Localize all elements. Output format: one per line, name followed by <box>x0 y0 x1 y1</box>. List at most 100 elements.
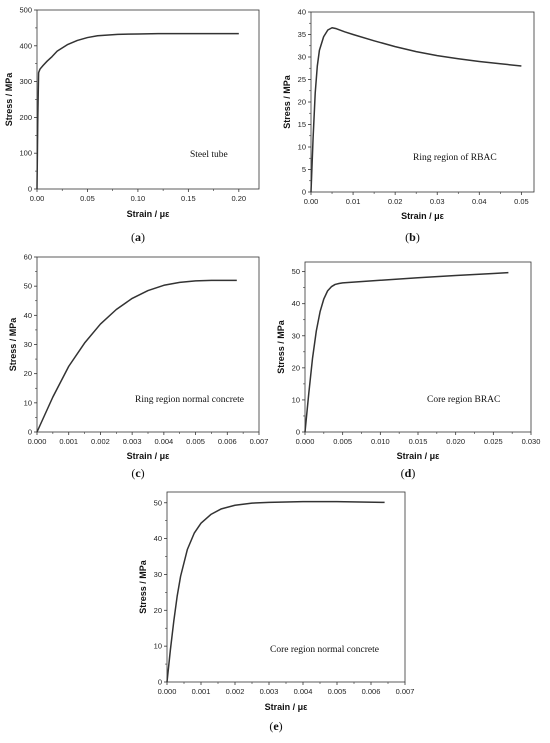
x-tick-label: 0.03 <box>430 197 445 206</box>
y-tick-label: 0 <box>28 185 32 194</box>
y-tick-label: 50 <box>154 498 162 507</box>
x-tick-label: 0.001 <box>59 437 78 446</box>
x-tick-label: 0.003 <box>123 437 142 446</box>
y-axis-label: Stress / MPa <box>138 559 148 614</box>
x-axis-label: Strain / με <box>401 211 445 221</box>
x-tick-label: 0.006 <box>218 437 237 446</box>
y-tick-label: 200 <box>19 113 32 122</box>
x-tick-label: 0.15 <box>181 194 196 203</box>
stress-strain-curve <box>166 500 385 683</box>
y-tick-label: 10 <box>24 398 32 407</box>
y-axis-label: Stress / MPa <box>282 74 292 129</box>
y-tick-label: 20 <box>24 369 32 378</box>
x-tick-label: 0.007 <box>250 437 269 446</box>
stress-strain-curve <box>36 32 239 190</box>
x-tick-label: 0.015 <box>409 437 428 446</box>
y-tick-label: 15 <box>298 120 306 129</box>
stress-strain-curve <box>304 271 509 433</box>
y-tick-label: 30 <box>154 570 162 579</box>
x-tick-label: 0.025 <box>484 437 503 446</box>
stress-strain-curve <box>36 279 237 433</box>
curve-annotation: Core region normal concrete <box>270 645 379 655</box>
chart-panel-b: 0.00 0.01 0.02 0.03 0.04 0.05 0 5 10 15 20 25 30 35 40… <box>282 8 535 244</box>
plot-frame <box>36 256 260 433</box>
x-tick-label: 0.001 <box>192 687 211 696</box>
y-tick-label: 20 <box>298 98 306 107</box>
panel-label: (c) <box>131 466 144 480</box>
x-tick-label: 0.04 <box>472 197 487 206</box>
x-tick-label: 0.010 <box>371 437 390 446</box>
x-tick-label: 0.005 <box>333 437 352 446</box>
panel-label: (d) <box>401 466 416 480</box>
y-tick-label: 30 <box>298 53 306 62</box>
x-tick-label: 0.030 <box>522 437 541 446</box>
curve-annotation: Ring region of RBAC <box>413 152 497 163</box>
chart-panel-c: 0.000 0.001 0.002 0.003 0.004 0.005 0.006 0.007… <box>8 253 268 481</box>
y-tick-label: 25 <box>298 75 306 84</box>
x-tick-label: 0.10 <box>131 194 146 203</box>
y-tick-label: 10 <box>292 395 300 404</box>
x-tick-label: 0.005 <box>186 437 205 446</box>
y-tick-label: 30 <box>292 331 300 340</box>
y-tick-label: 40 <box>154 534 162 543</box>
y-tick-label: 40 <box>298 8 306 17</box>
chart-panel-a: 0.00 0.05 0.10 0.15 0.20 0 100 200 300 400 500 Stee… <box>4 6 260 244</box>
y-tick-label: 40 <box>24 311 32 320</box>
y-tick-label: 0 <box>302 188 306 197</box>
curve-annotation: Steel tube <box>190 150 228 160</box>
x-axis-label: Strain / με <box>127 209 171 219</box>
x-tick-label: 0.00 <box>304 197 319 206</box>
y-tick-label: 50 <box>292 267 300 276</box>
y-tick-label: 50 <box>24 282 32 291</box>
x-tick-label: 0.02 <box>388 197 403 206</box>
y-tick-label: 20 <box>292 363 300 372</box>
x-tick-label: 0.05 <box>80 194 95 203</box>
plot-frame <box>310 11 535 193</box>
x-tick-label: 0.002 <box>91 437 110 446</box>
x-tick-label: 0.05 <box>514 197 529 206</box>
x-tick-label: 0.20 <box>232 194 247 203</box>
panel-label: (b) <box>405 230 420 244</box>
y-tick-label: 0 <box>158 678 162 687</box>
y-axis-label: Stress / MPa <box>4 72 14 127</box>
y-axis-label: Stress / MPa <box>8 317 18 372</box>
x-axis-label: Strain / με <box>397 451 441 461</box>
x-tick-label: 0.005 <box>328 687 347 696</box>
x-tick-label: 0.000 <box>158 687 177 696</box>
x-axis-label: Strain / με <box>127 451 171 461</box>
y-tick-label: 400 <box>19 41 32 50</box>
y-tick-label: 20 <box>154 606 162 615</box>
panel-label: (a) <box>131 230 145 244</box>
curve-annotation: Ring region normal concrete <box>135 395 244 405</box>
y-tick-label: 30 <box>24 340 32 349</box>
y-tick-label: 0 <box>296 428 300 437</box>
x-tick-label: 0.000 <box>296 437 315 446</box>
y-tick-label: 60 <box>24 253 32 262</box>
y-tick-label: 10 <box>298 143 306 152</box>
y-tick-label: 300 <box>19 77 32 86</box>
x-tick-label: 0.006 <box>362 687 381 696</box>
x-tick-label: 0.004 <box>294 687 313 696</box>
y-tick-label: 10 <box>154 642 162 651</box>
x-axis-label: Strain / με <box>265 702 309 712</box>
y-tick-label: 500 <box>19 6 32 15</box>
x-tick-label: 0.01 <box>346 197 361 206</box>
plot-frame <box>36 9 260 190</box>
x-tick-label: 0.007 <box>396 687 415 696</box>
x-tick-label: 0.00 <box>30 194 45 203</box>
x-tick-label: 0.004 <box>154 437 173 446</box>
x-tick-label: 0.000 <box>28 437 47 446</box>
x-tick-label: 0.020 <box>446 437 465 446</box>
chart-panel-e: 0.000 0.001 0.002 0.003 0.004 0.005 0.006 0.007… <box>138 491 415 733</box>
curve-annotation: Core region BRAC <box>427 395 500 405</box>
y-tick-label: 5 <box>302 165 306 174</box>
y-tick-label: 100 <box>19 149 32 158</box>
plot-frame <box>304 261 532 433</box>
chart-panel-d: 0.000 0.005 0.010 0.015 0.020 0.025 0.030 0 10 20… <box>276 261 541 480</box>
y-axis-label: Stress / MPa <box>276 319 286 374</box>
y-tick-label: 35 <box>298 30 306 39</box>
panel-label: (e) <box>269 719 282 733</box>
stress-strain-curve <box>310 27 522 193</box>
y-tick-label: 0 <box>28 428 32 437</box>
